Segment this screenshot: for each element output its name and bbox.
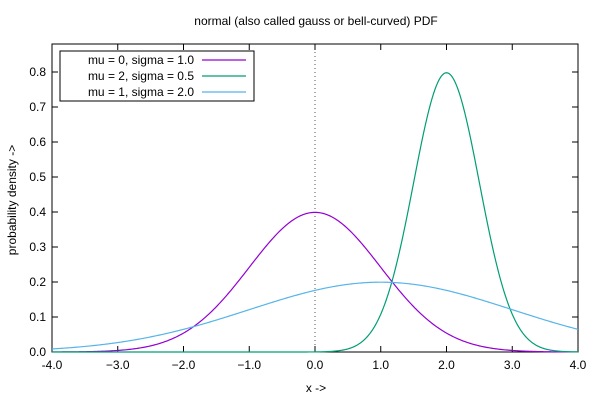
legend: mu = 0, sigma = 1.0 mu = 2, sigma = 0.5 mu… xyxy=(59,50,255,102)
y-tick-label: 0.8 xyxy=(29,65,46,79)
legend-entry-label: mu = 1, sigma = 2.0 xyxy=(88,85,194,99)
series-line-2 xyxy=(52,72,579,353)
y-tick-label: 0.6 xyxy=(29,135,46,149)
x-axis-label: x -> xyxy=(306,381,326,395)
legend-entry-label: mu = 0, sigma = 1.0 xyxy=(88,53,194,67)
series-line-1 xyxy=(52,211,578,353)
x-axis-ticks: -4.0 −3.0 −2.0 −1.0 0.0 1.0 2.0 3.0 4.0 xyxy=(42,44,587,372)
y-tick-label: 0.7 xyxy=(29,100,46,114)
x-tick-label: −3.0 xyxy=(106,358,130,372)
y-axis-ticks: 0.0 0.1 0.2 0.3 0.4 0.5 0.6 0.7 0.8 xyxy=(29,65,578,359)
x-tick-label: −2.0 xyxy=(172,358,196,372)
y-tick-label: 0.3 xyxy=(29,240,46,254)
x-tick-label: 3.0 xyxy=(504,358,521,372)
x-tick-label: -4.0 xyxy=(42,358,63,372)
x-tick-label: −1.0 xyxy=(237,358,261,372)
y-tick-label: 0.4 xyxy=(29,205,46,219)
x-tick-label: 1.0 xyxy=(372,358,389,372)
y-axis-label: probability density -> xyxy=(5,145,19,255)
series-lines xyxy=(51,72,579,353)
y-tick-label: 0.2 xyxy=(29,275,46,289)
y-tick-label: 0.0 xyxy=(29,345,46,359)
x-tick-label: 0.0 xyxy=(307,358,324,372)
y-tick-label: 0.5 xyxy=(29,170,46,184)
x-tick-label: 2.0 xyxy=(438,358,455,372)
x-tick-label: 4.0 xyxy=(570,358,587,372)
chart-title: normal (also called gauss or bell-curved… xyxy=(194,14,437,28)
series-line-3 xyxy=(51,281,579,350)
legend-entry-label: mu = 2, sigma = 0.5 xyxy=(88,69,194,83)
y-tick-label: 0.1 xyxy=(29,310,46,324)
